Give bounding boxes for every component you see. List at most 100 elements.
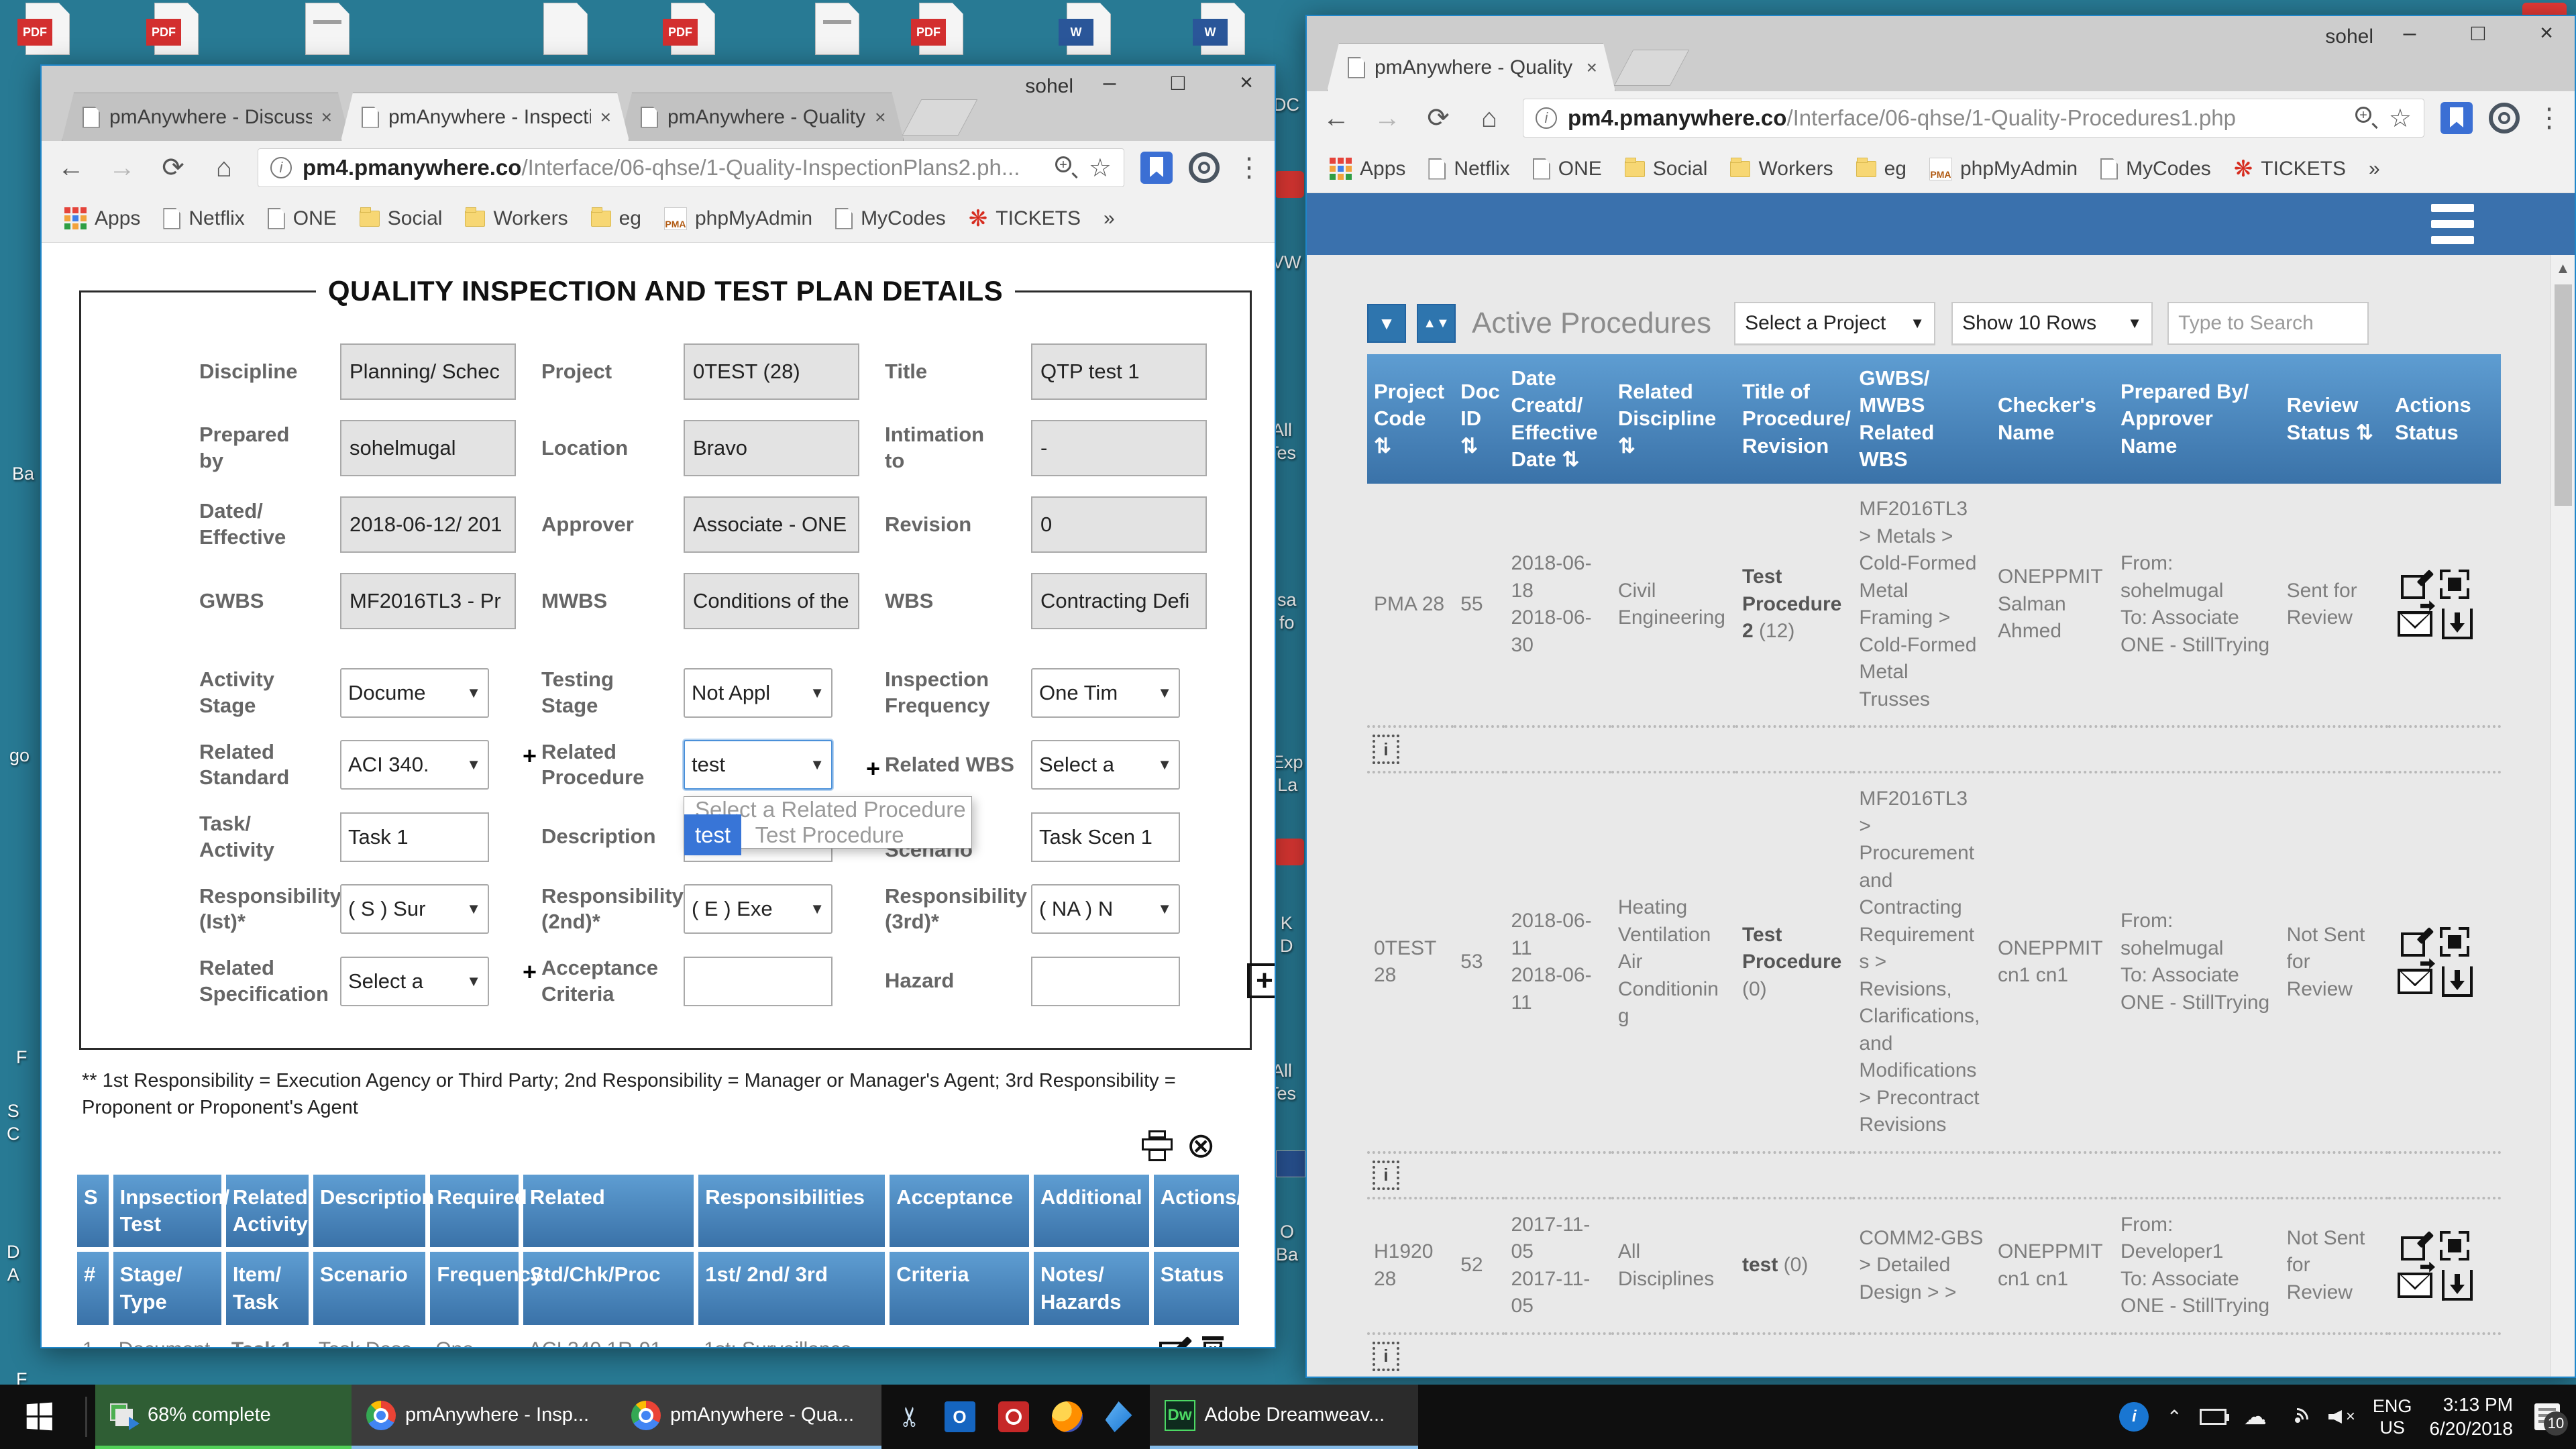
extension-icon[interactable] <box>2489 103 2520 133</box>
col-project-code[interactable]: Project Code ⇅ <box>1367 354 1454 484</box>
forward-button[interactable]: → <box>1374 103 1401 133</box>
adobe-cc-icon[interactable] <box>998 1401 1029 1432</box>
task-file-copy[interactable]: 68% complete <box>95 1385 352 1449</box>
col-frequency[interactable]: Frequency <box>430 1252 542 1325</box>
edit-icon[interactable] <box>2401 570 2434 600</box>
compress-icon[interactable] <box>2440 927 2470 957</box>
approver-field[interactable]: Associate - ONE <box>684 496 859 553</box>
bookmark-workers[interactable]: Workers <box>1723 157 1839 180</box>
info-icon[interactable]: i <box>1373 1341 1399 1371</box>
related-procedure-select[interactable]: test ▼ <box>684 740 833 790</box>
col-additional[interactable]: Additional <box>1033 1174 1149 1248</box>
activity-stage-select[interactable]: Docume ▼ <box>340 667 489 718</box>
language-indicator[interactable]: ENG US <box>2372 1395 2412 1438</box>
desktop-label[interactable]: F <box>16 1047 28 1067</box>
tab-close-icon[interactable]: × <box>321 106 332 127</box>
desktop-file-icon[interactable]: PDF <box>663 3 715 55</box>
tab-inspection-plans[interactable]: pmAnywhere - Inspecti × <box>341 93 629 141</box>
add-related-specification-button[interactable]: + <box>523 958 537 985</box>
desktop-file-icon[interactable]: PDF <box>17 3 70 55</box>
bookmark-netflix[interactable]: Netflix <box>1421 158 1516 180</box>
col-related-discipline[interactable]: Related Discipline ⇅ <box>1611 354 1735 484</box>
site-info-icon[interactable]: i <box>1536 107 1557 129</box>
col-status[interactable]: Status <box>1153 1252 1239 1325</box>
add-related-procedure-button[interactable]: + <box>866 754 881 782</box>
col-notes-hazards[interactable]: Notes/ Hazards <box>1033 1252 1149 1325</box>
col-scenario[interactable]: Scenario <box>313 1252 426 1325</box>
maximize-button[interactable]: □ <box>1171 70 1185 95</box>
col-checker[interactable]: Checker's Name <box>1991 354 2114 484</box>
scrollbar-thumb[interactable] <box>2555 284 2572 506</box>
bookmark-social[interactable]: Social <box>353 207 449 230</box>
collapse-section-icon[interactable]: ▼ <box>1367 304 1406 343</box>
desktop-label[interactable]: D A <box>7 1242 20 1285</box>
bookmarks-overflow[interactable]: » <box>1103 207 1115 229</box>
edit-icon[interactable] <box>2401 927 2434 957</box>
minimize-button[interactable]: – <box>2403 20 2416 46</box>
col-required[interactable]: Required <box>430 1174 527 1248</box>
desktop-label[interactable]: F <box>16 1369 28 1389</box>
project-field[interactable]: 0TEST (28) <box>684 343 859 400</box>
hazard-input[interactable] <box>1031 956 1180 1006</box>
acceptance-criteria-input[interactable] <box>684 956 833 1006</box>
bookmark-one[interactable]: ONE <box>1526 158 1609 180</box>
gwbs-field[interactable]: MF2016TL3 - Pr <box>340 573 516 629</box>
zoom-icon[interactable]: + <box>2355 107 2378 129</box>
col-gwbs[interactable]: GWBS/ MWBS Related WBS <box>1852 354 1991 484</box>
tab-quality[interactable]: pmAnywhere - Quality × <box>620 93 904 141</box>
tab-quality-procedures[interactable]: pmAnywhere - Quality M × <box>1327 43 1615 91</box>
col-inspection-test[interactable]: Inpsection/ Test <box>113 1174 229 1248</box>
col-responsibilities[interactable]: Responsibilities <box>698 1174 885 1248</box>
desktop-label[interactable]: K D <box>1280 913 1293 956</box>
clock[interactable]: 3:13 PM 6/20/2018 <box>2429 1393 2513 1442</box>
close-button[interactable]: × <box>1240 70 1253 95</box>
col-related[interactable]: Related <box>523 1174 694 1248</box>
bookmark-phpmyadmin[interactable]: PMA phpMyAdmin <box>1929 157 2078 180</box>
col-criteria[interactable]: Criteria <box>890 1252 1029 1325</box>
desktop-file-icon[interactable] <box>543 3 588 55</box>
desktop-label[interactable]: Ba <box>12 464 35 484</box>
col-doc-id[interactable]: Doc ID ⇅ <box>1454 354 1505 484</box>
bookmark-apps[interactable]: Apps <box>1323 158 1412 180</box>
wifi-icon[interactable] <box>2284 1407 2311 1427</box>
snipping-tool-icon[interactable]: ✂ <box>895 1405 925 1428</box>
responsibility-1st-select[interactable]: ( S ) Sur ▼ <box>340 884 489 934</box>
desktop-file-icon[interactable]: PDF <box>146 3 199 55</box>
bookmark-eg[interactable]: eg <box>1849 157 1913 180</box>
back-button[interactable]: ← <box>1323 103 1350 133</box>
col-related-activity[interactable]: Related Activity <box>225 1174 309 1248</box>
delete-icon[interactable] <box>1199 1336 1226 1347</box>
bookmark-star-icon[interactable]: ☆ <box>2388 104 2412 133</box>
desktop-label[interactable]: S C <box>7 1101 20 1144</box>
compress-icon[interactable] <box>2440 1230 2470 1260</box>
bookmark-mycodes[interactable]: MyCodes <box>828 207 953 230</box>
tab-close-icon[interactable]: × <box>875 106 886 127</box>
related-specification-select[interactable]: Select a ▼ <box>340 956 489 1006</box>
chrome-profile-name[interactable]: sohel <box>2325 25 2373 48</box>
bookmark-extension-icon[interactable] <box>1140 152 1173 184</box>
col-std-chk-proc[interactable]: Std/Chk/Proc <box>523 1252 694 1325</box>
active-project-select[interactable]: Select a Project ▼ <box>1734 302 1936 345</box>
download-icon[interactable] <box>2442 1269 2473 1301</box>
send-mail-icon[interactable] <box>2398 600 2436 637</box>
zoom-icon[interactable]: + <box>1055 156 1078 179</box>
forward-button[interactable]: → <box>109 152 136 182</box>
download-icon[interactable] <box>2442 608 2473 640</box>
bookmark-eg[interactable]: eg <box>584 207 648 230</box>
download-icon[interactable] <box>2442 966 2473 998</box>
desktop-label[interactable]: go <box>9 745 30 765</box>
responsibility-3rd-select[interactable]: ( NA ) N ▼ <box>1031 884 1180 934</box>
col-actions-status[interactable]: Actions Status <box>2388 354 2501 484</box>
mwbs-field[interactable]: Conditions of the <box>684 573 859 629</box>
desktop-label[interactable]: VW <box>1272 252 1301 272</box>
task-chrome-inspection[interactable]: pmAnywhere - Insp... <box>352 1385 616 1449</box>
maximize-button[interactable]: □ <box>2471 20 2485 46</box>
edit-icon[interactable] <box>1159 1336 1192 1347</box>
desktop-label[interactable]: O Ba <box>1276 1222 1299 1265</box>
send-mail-icon[interactable] <box>2398 958 2436 995</box>
intimation-to-field[interactable]: - <box>1031 420 1207 476</box>
refresh-button[interactable]: ⟳ <box>162 153 184 182</box>
print-button[interactable] <box>1142 1130 1173 1161</box>
back-button[interactable]: ← <box>58 152 85 182</box>
tray-expand-icon[interactable]: ⌃ <box>2166 1406 2182 1428</box>
